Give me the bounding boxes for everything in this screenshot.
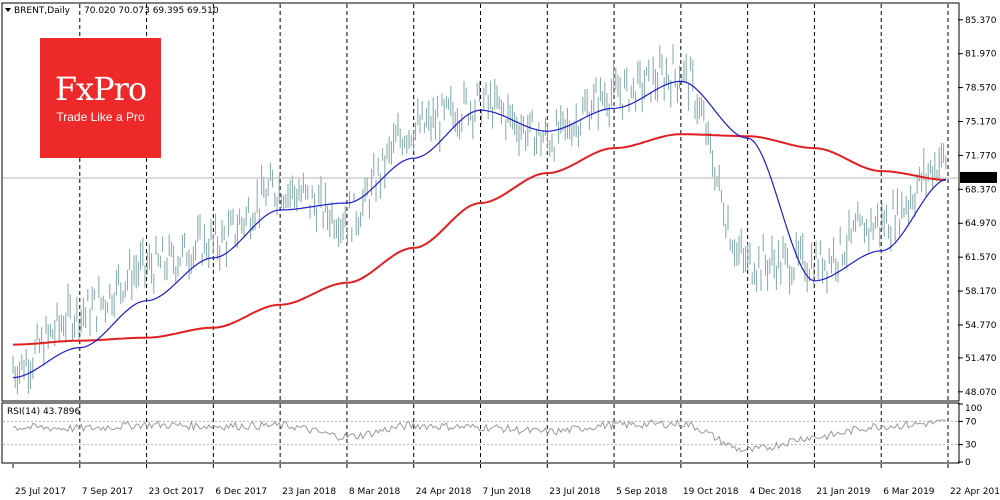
date-tick-label: 7 Sep 2017 [82, 487, 133, 497]
last-price-bg [960, 171, 997, 183]
chart-menu-triangle-icon[interactable] [5, 8, 11, 12]
rsi-label: RSI(14) 43.7896 [7, 407, 80, 417]
rsi-levels [3, 420, 958, 446]
date-axis: 25 Jul 2017 7 Sep 2017 23 Oct 2017 6 Dec 20… [12, 464, 1000, 497]
rsi-axis: 100 70 30 0 [958, 403, 982, 468]
date-tick-label: 23 Jan 2018 [282, 487, 336, 497]
date-tick-label: 6 Dec 2017 [215, 487, 267, 497]
ma-slow-line [13, 133, 947, 346]
chart-ohlc-values: 70.020 70.073 69.395 69.510 [84, 6, 219, 16]
price-tick-label: 78.570 [965, 84, 997, 94]
price-tick-label: 61.570 [965, 253, 997, 263]
date-tick-label: 23 Oct 2017 [149, 487, 205, 497]
rsi-tick-label: 0 [965, 458, 971, 468]
rsi-tick-label: 100 [965, 404, 982, 414]
date-tick-label: 21 Jan 2019 [816, 487, 870, 497]
price-tick-label: 48.070 [965, 388, 997, 398]
price-tick-label: 75.170 [965, 118, 997, 128]
date-tick-label: 5 Sep 2018 [616, 487, 668, 497]
date-tick-label: 6 Mar 2019 [883, 487, 935, 497]
price-tick-label: 85.370 [965, 16, 997, 26]
date-tick-label: 7 Jun 2018 [483, 487, 532, 497]
date-tick-label: 8 Mar 2018 [349, 487, 401, 497]
date-tick-label: 25 Jul 2017 [15, 487, 66, 497]
date-tick-label: 24 Apr 2018 [416, 487, 472, 497]
price-panel: 48.070 51.470 54.770 58.170 61.570 64.970 68.3… [1, 2, 997, 402]
last-price-tag: 69.510 [960, 171, 997, 184]
rsi-tick-label: 70 [965, 417, 977, 427]
price-tick-label: 71.770 [965, 151, 997, 161]
date-tick-label: 4 Dec 2018 [750, 487, 802, 497]
logo-tagline: Trade Like a Pro [56, 110, 145, 124]
price-tick-label: 81.970 [965, 50, 997, 60]
ma-fast-line [12, 80, 947, 379]
price-axis: 48.070 51.470 54.770 58.170 61.570 64.970 68.3… [958, 16, 997, 398]
date-tick-label: 23 Jul 2018 [549, 487, 600, 497]
price-tick-label: 54.770 [965, 321, 997, 331]
chart-symbol-label: BRENT,Daily [14, 6, 71, 16]
price-tick-label: 51.470 [965, 354, 997, 364]
logo-brand: FxPro [54, 70, 147, 108]
rsi-line [12, 418, 946, 453]
last-price-label: 69.510 [963, 174, 995, 184]
price-tick-label: 68.370 [965, 185, 997, 195]
price-bars [12, 44, 947, 395]
date-tick-label: 19 Oct 2018 [683, 487, 739, 497]
date-tick-label: 22 Apr 2019 [950, 487, 1000, 497]
fxpro-logo: FxPro Trade Like a Pro [40, 38, 161, 158]
price-tick-label: 58.170 [965, 287, 997, 297]
price-tick-label: 64.970 [965, 219, 997, 229]
rsi-tick-label: 30 [965, 441, 977, 451]
rsi-panel: 100 70 30 0 RSI(14) 43.7896 [1, 402, 982, 468]
